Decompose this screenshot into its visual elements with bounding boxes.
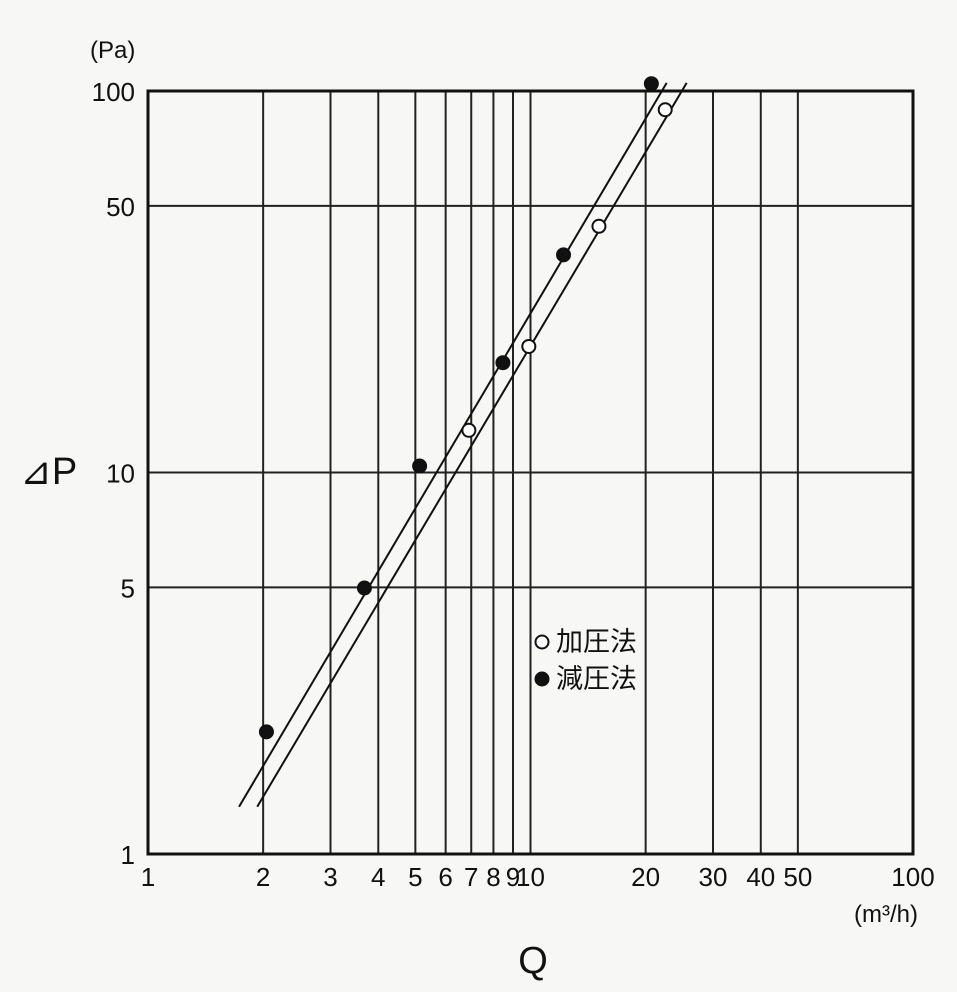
- x-tick-label: 9: [506, 862, 520, 892]
- x-tick-label: 8: [486, 862, 500, 892]
- filled-data-point: [412, 458, 428, 474]
- x-tick-label: 6: [438, 862, 452, 892]
- legend-marker-open: [534, 634, 550, 650]
- filled-data-point: [258, 724, 274, 740]
- legend: 加圧法 減圧法: [534, 627, 637, 695]
- open-data-point: [657, 102, 673, 118]
- x-axis-title: Q: [518, 940, 548, 982]
- x-axis-unit: (m³/h): [854, 901, 918, 928]
- y-gridlines: [148, 204, 913, 589]
- filled-data-point: [495, 355, 511, 371]
- legend-label-depressurization: 減圧法: [556, 664, 637, 695]
- x-tick-label: 10: [516, 862, 545, 892]
- x-tick-label: 2: [256, 862, 270, 892]
- x-tick-label: 100: [891, 862, 934, 892]
- x-tick-label: 50: [783, 862, 812, 892]
- open-data-point: [521, 338, 537, 354]
- legend-marker-filled: [534, 671, 550, 687]
- fit-lines: [238, 82, 688, 808]
- y-tick-label: 5: [121, 573, 135, 603]
- y-tick-label: 100: [92, 77, 135, 107]
- y-axis-title: ⊿P: [20, 451, 77, 493]
- fit-line-1: [256, 82, 688, 808]
- data-points: [258, 76, 673, 740]
- fit-line-2: [238, 82, 668, 808]
- legend-label-pressurization: 加圧法: [556, 627, 637, 658]
- y-axis-unit: (Pa): [90, 37, 135, 64]
- x-tick-label: 30: [699, 862, 728, 892]
- x-tick-label: 7: [464, 862, 478, 892]
- y-tick-label: 1: [121, 840, 135, 870]
- x-tick-labels: 1 2 3 4 5 6 7 8 910 20 30 40 50 100: [141, 862, 935, 892]
- x-tick-label: 40: [746, 862, 775, 892]
- y-tick-labels: 1 5 10 50 100: [92, 77, 135, 870]
- plot-frame: [146, 89, 915, 856]
- x-tick-label: 5: [408, 862, 422, 892]
- x-tick-label: 1: [141, 862, 155, 892]
- open-data-point: [461, 422, 477, 438]
- open-data-point: [591, 218, 607, 234]
- y-tick-label: 10: [106, 459, 135, 489]
- x-tick-label: 20: [631, 862, 660, 892]
- filled-data-point: [356, 580, 372, 596]
- filled-data-point: [643, 76, 659, 92]
- filled-data-point: [556, 247, 572, 263]
- x-tick-label: 4: [371, 862, 385, 892]
- y-tick-label: 50: [106, 192, 135, 222]
- x-tick-label: 3: [323, 862, 337, 892]
